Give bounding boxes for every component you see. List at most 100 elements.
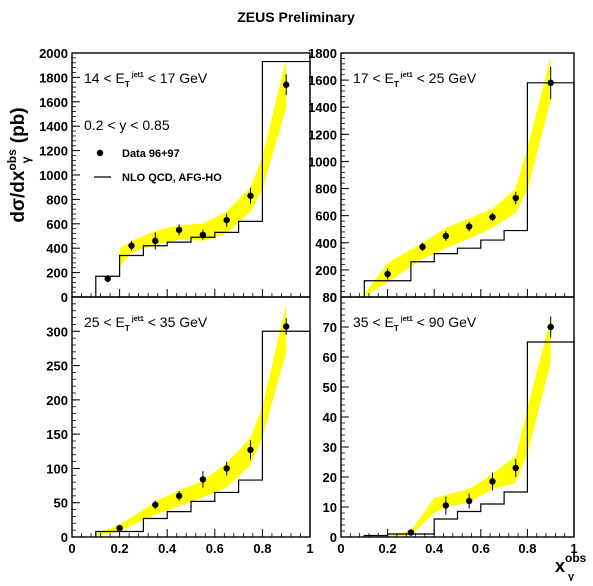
data-point [419, 242, 426, 251]
data-point [247, 440, 254, 460]
data-marker [419, 243, 426, 251]
data-marker [247, 446, 254, 454]
panel-top-left: 0 200 400 600 800 1000 1200 1400 1600 1800 2000 14 … [39, 46, 311, 305]
legend-data-marker [96, 149, 104, 157]
data-point [283, 74, 290, 96]
x-tick-label: 1 [570, 541, 577, 556]
data-point [465, 493, 473, 509]
data-marker [465, 223, 473, 230]
theory-band [387, 318, 551, 537]
y-tick-label: 70 [323, 320, 337, 335]
data-marker [442, 502, 450, 509]
et-range-label: 14 < ETjet1 < 17 GeV [84, 70, 208, 89]
data-marker [104, 275, 111, 282]
panel-bottom-left: 0 50 100 150 200 250 300 0 0.2 0.4 0.6 0.8 1 25 < ETj… [46, 296, 314, 556]
x-tick-label: 0.4 [425, 541, 444, 556]
x-tick-label: 0.4 [158, 541, 177, 556]
y-tick-label: 1200 [39, 144, 68, 159]
data-point [104, 275, 111, 283]
data-marker [512, 194, 519, 202]
data-point [175, 224, 183, 236]
data-marker [116, 524, 123, 532]
y-tick-label: 0 [330, 530, 337, 545]
data-point [512, 191, 519, 205]
data-marker [407, 529, 415, 536]
y-tick-label: 100 [46, 461, 68, 476]
y-tick-label: 400 [46, 241, 68, 256]
data-marker [152, 237, 159, 245]
data-point [128, 240, 135, 251]
x-axis-label: xobs γ [555, 551, 587, 583]
y-tick-label: 600 [46, 217, 68, 232]
et-range-label: 35 < ETjet1 < 90 GeV [353, 314, 477, 333]
y-tick-label: 50 [323, 380, 337, 395]
data-point [247, 187, 254, 204]
data-point [152, 232, 159, 250]
y-tick-label: 20 [323, 470, 337, 485]
x-tick-label: 0.6 [206, 541, 224, 556]
et-range-label: 17 < ETjet1 < 25 GeV [353, 70, 477, 89]
y-tick-label: 80 [323, 290, 337, 305]
data-marker [283, 323, 290, 330]
data-point [199, 471, 207, 488]
data-point [512, 459, 519, 477]
theory-band [364, 57, 551, 297]
data-point [489, 472, 496, 491]
y-tick-label: 1200 [308, 127, 337, 142]
data-marker [223, 216, 230, 224]
legend: 0.2 < y < 0.85 Data 96+97 NLO QCD, AFG-H… [84, 117, 222, 184]
y-tick-label: 2000 [39, 46, 68, 61]
legend-data-label: Data 96+97 [122, 148, 180, 160]
data-point [465, 221, 473, 232]
y-tick-label: 1600 [308, 73, 337, 88]
y-tick-label: 0 [330, 290, 337, 305]
y-tick-label: 0 [61, 530, 68, 545]
data-marker [442, 232, 450, 240]
data-marker [128, 242, 135, 249]
y-tick-label: 60 [323, 350, 337, 365]
data-marker [384, 270, 391, 278]
x-tick-label: 0.8 [253, 541, 271, 556]
data-marker [175, 492, 183, 500]
y-tick-label: 800 [315, 182, 337, 197]
data-point [547, 316, 554, 338]
y-tick-label: 200 [315, 263, 337, 278]
data-marker [489, 213, 496, 221]
x-tick-label: 1 [306, 541, 313, 556]
data-point [152, 500, 159, 509]
data-point [547, 66, 554, 100]
data-point [283, 318, 290, 335]
y-tick-label: 30 [323, 440, 337, 455]
y-range-label: 0.2 < y < 0.85 [84, 117, 170, 133]
legend-nlo-label: NLO QCD, AFG-HO [122, 172, 222, 184]
x-tick-label: 0 [337, 541, 344, 556]
y-tick-label: 1800 [39, 70, 68, 85]
data-point [489, 212, 496, 222]
data-marker [283, 81, 290, 88]
svg-text:xobs: xobs [555, 551, 587, 576]
y-tick-label: 200 [46, 266, 68, 281]
x-tick-label: 0 [68, 541, 75, 556]
x-tick-label: 0.2 [379, 541, 397, 556]
data-marker [512, 464, 519, 472]
svg-text:dσ/dxobsγ (pb): dσ/dxobsγ (pb) [5, 107, 33, 222]
data-marker [199, 476, 207, 483]
data-point [175, 491, 183, 501]
data-point [442, 231, 450, 241]
theory-band [95, 303, 287, 536]
data-marker [247, 192, 254, 199]
data-point [407, 529, 415, 536]
panel-frame [340, 52, 575, 298]
data-marker [465, 497, 473, 505]
y-tick-label: 1000 [308, 154, 337, 169]
data-marker [489, 478, 496, 485]
y-tick-label: 50 [54, 496, 68, 511]
y-tick-label: 200 [46, 393, 68, 408]
y-tick-label: 10 [323, 500, 337, 515]
nlo-histogram [95, 330, 311, 537]
nlo-histogram [95, 60, 311, 297]
panel-top-right: 0 200 400 600 800 1000 1200 1400 1600 1800 17 < ET… [308, 46, 575, 305]
x-tick-label: 0.6 [472, 541, 490, 556]
y-tick-label: 1600 [39, 95, 68, 110]
